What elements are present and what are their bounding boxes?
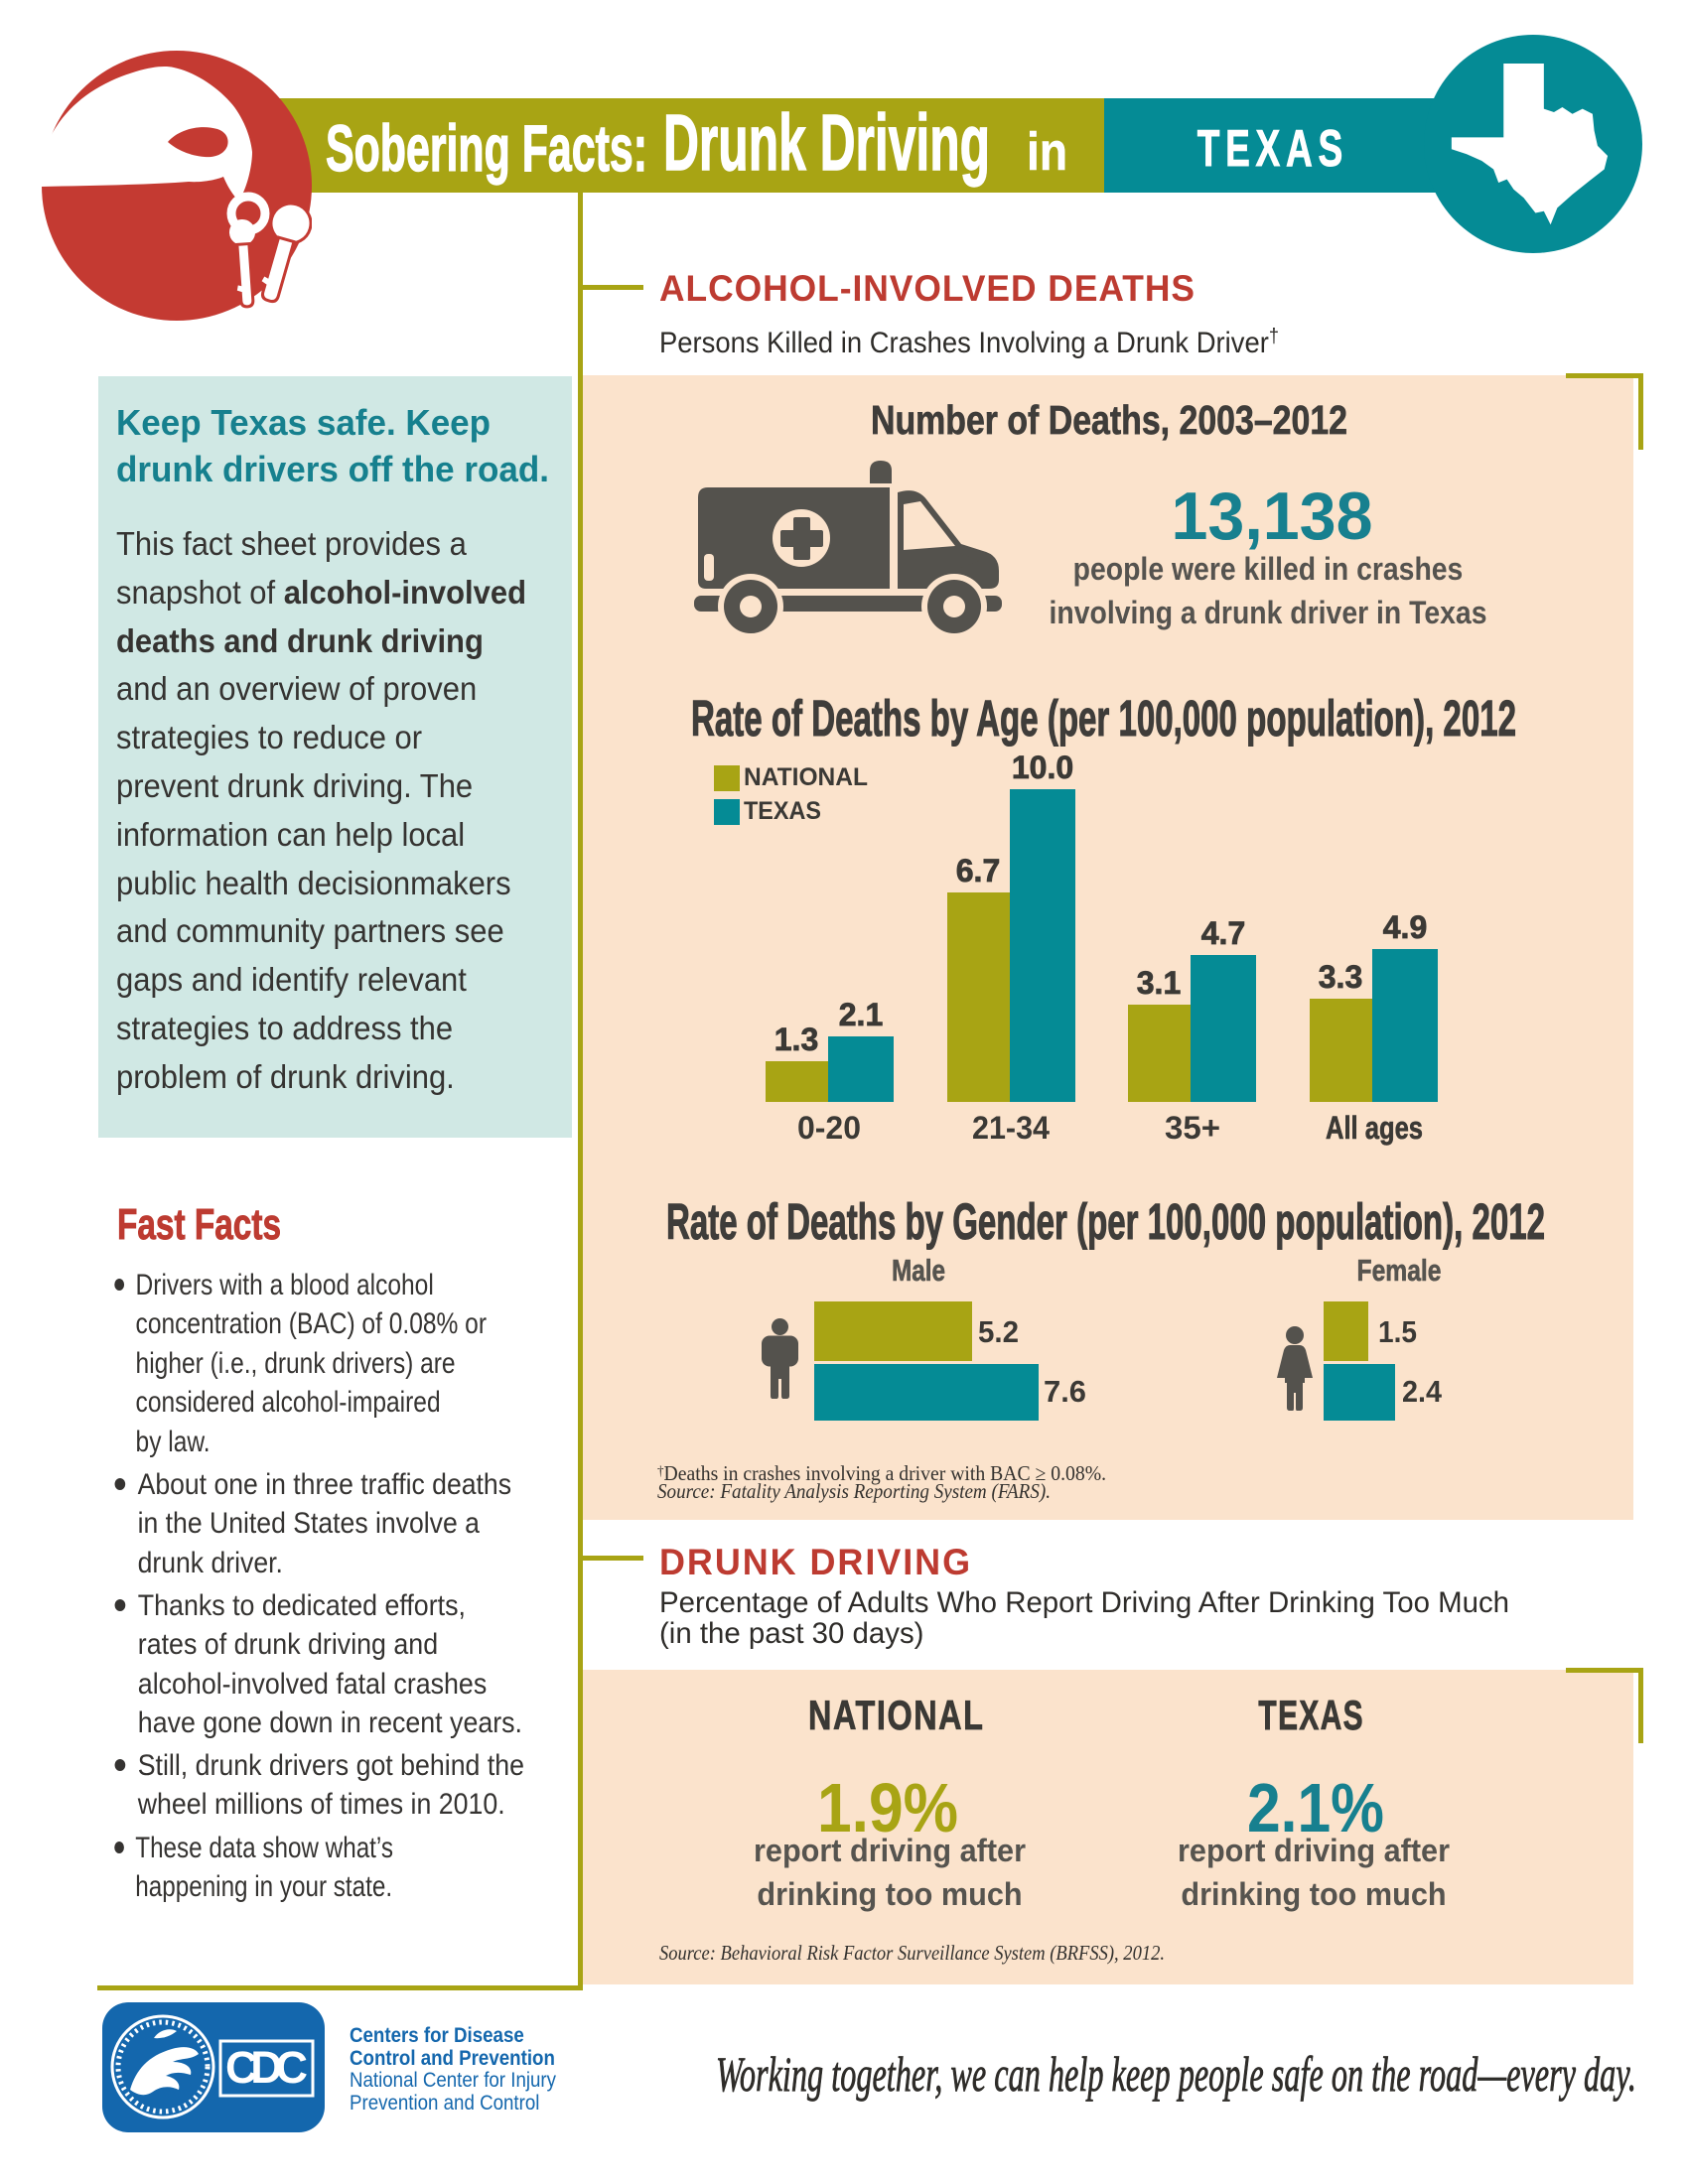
svg-text:CDC: CDC xyxy=(225,2042,308,2093)
